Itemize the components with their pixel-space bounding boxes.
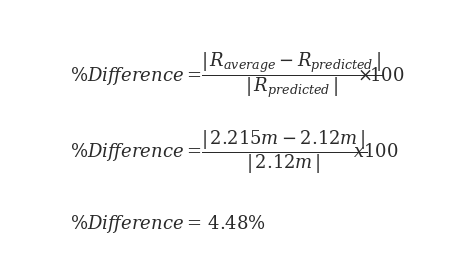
- Text: $\times\!100$: $\times\!100$: [357, 67, 404, 85]
- Text: $\mathit{\%Difference=}$: $\mathit{\%Difference=}$: [70, 65, 201, 87]
- Text: $\dfrac{|\,2.215m-2.12m\,|}{|\,2.12m\,|}$: $\dfrac{|\,2.215m-2.12m\,|}{|\,2.12m\,|}…: [201, 128, 368, 176]
- Text: $\mathit{\%Difference=}$: $\mathit{\%Difference=}$: [70, 141, 201, 163]
- Text: $x100$: $x100$: [353, 143, 399, 161]
- Text: $\dfrac{|\,R_{average}-R_{predicted}\,|}{|\,R_{predicted}\,|}$: $\dfrac{|\,R_{average}-R_{predicted}\,|}…: [201, 51, 383, 100]
- Text: $\mathit{\%Difference=\,4.48\%}$: $\mathit{\%Difference=\,4.48\%}$: [70, 213, 266, 235]
